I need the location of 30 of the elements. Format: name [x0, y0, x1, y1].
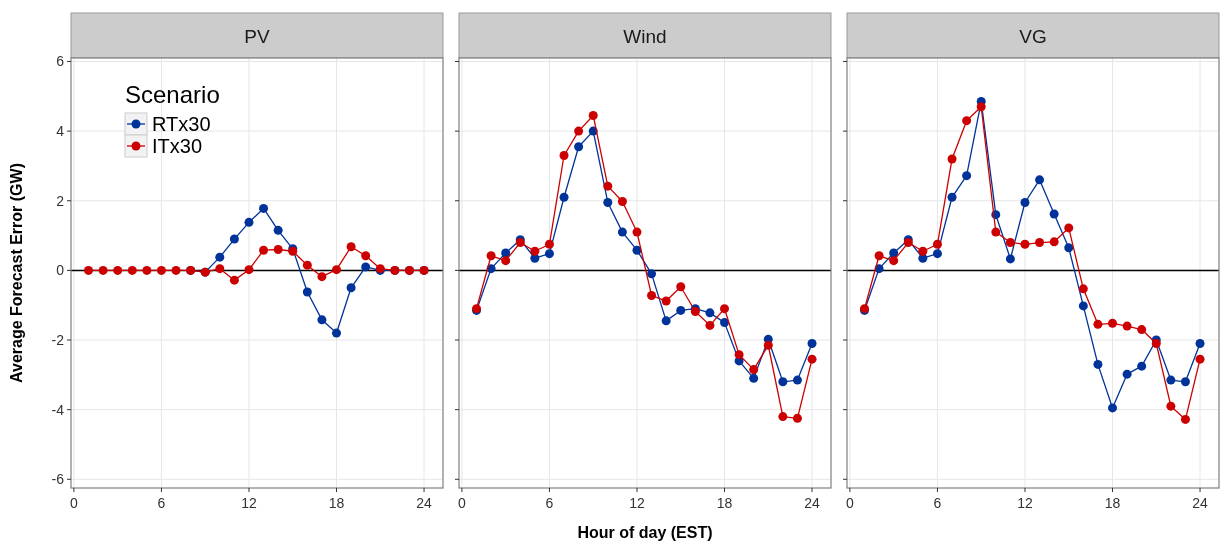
x-tick-label: 18: [328, 495, 345, 511]
x-tick-label: 0: [70, 495, 79, 511]
chart-title: VG: [1019, 25, 1047, 47]
y-tick-label: 2: [56, 192, 65, 209]
x-tick-label: 0: [846, 495, 855, 511]
y-tick-label: -6: [51, 471, 65, 488]
x-tick-label: 24: [416, 495, 433, 511]
y-tick-label: 0: [56, 262, 65, 279]
x-tick-label: 12: [629, 495, 645, 511]
y-axis-title: Average Forecast Error (GW): [8, 163, 25, 383]
x-axis-title: Hour of day (EST): [577, 524, 713, 541]
x-tick-label: 6: [933, 495, 942, 511]
x-tick-label: 6: [157, 495, 166, 511]
x-tick-label: 0: [458, 495, 467, 511]
legend-label: ITx30: [152, 135, 203, 157]
x-tick-label: 12: [1017, 495, 1033, 511]
y-tick-label: -4: [51, 401, 65, 418]
legend-title: Scenario: [125, 81, 220, 108]
chart-title: PV: [244, 25, 270, 47]
y-tick-label: -2: [51, 332, 65, 349]
y-tick-label: 6: [56, 53, 65, 70]
x-tick-label: 24: [1192, 495, 1209, 511]
x-tick-label: 6: [545, 495, 554, 511]
x-tick-label: 18: [716, 495, 733, 511]
x-tick-label: 24: [804, 495, 821, 511]
x-tick-label: 12: [241, 495, 257, 511]
x-tick-label: 18: [1104, 495, 1121, 511]
legend-label: RTx30: [152, 113, 211, 135]
chart-title: Wind: [623, 25, 667, 47]
y-tick-label: 4: [56, 123, 65, 140]
